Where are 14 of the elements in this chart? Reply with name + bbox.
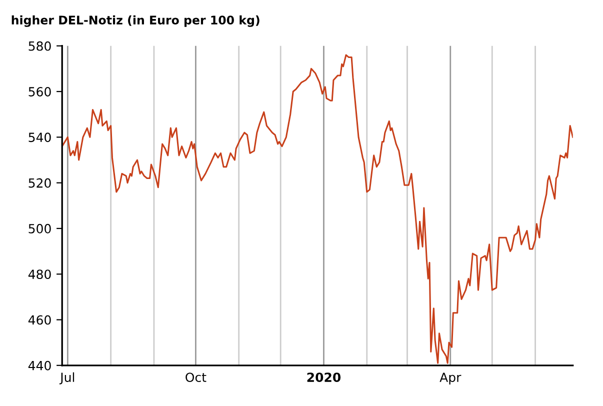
y-tick-label: 480	[28, 270, 51, 280]
x-tick-label: Apr	[440, 372, 462, 384]
y-tick-label: 520	[28, 178, 51, 188]
y-tick-label: 440	[28, 360, 51, 370]
y-tick-label: 500	[28, 224, 51, 234]
x-tick-label: Jul	[59, 372, 74, 384]
y-tick-label: 580	[28, 41, 51, 51]
y-tick-label: 460	[28, 315, 51, 325]
line-series	[62, 54, 573, 364]
chart-title: higher DEL-Notiz (in Euro per 100 kg)	[12, 15, 260, 27]
y-tick-label: 540	[28, 132, 51, 142]
x-tick-label: 2020	[307, 372, 341, 382]
y-tick-label: 560	[28, 86, 51, 96]
x-tick-label: Oct	[186, 372, 206, 382]
